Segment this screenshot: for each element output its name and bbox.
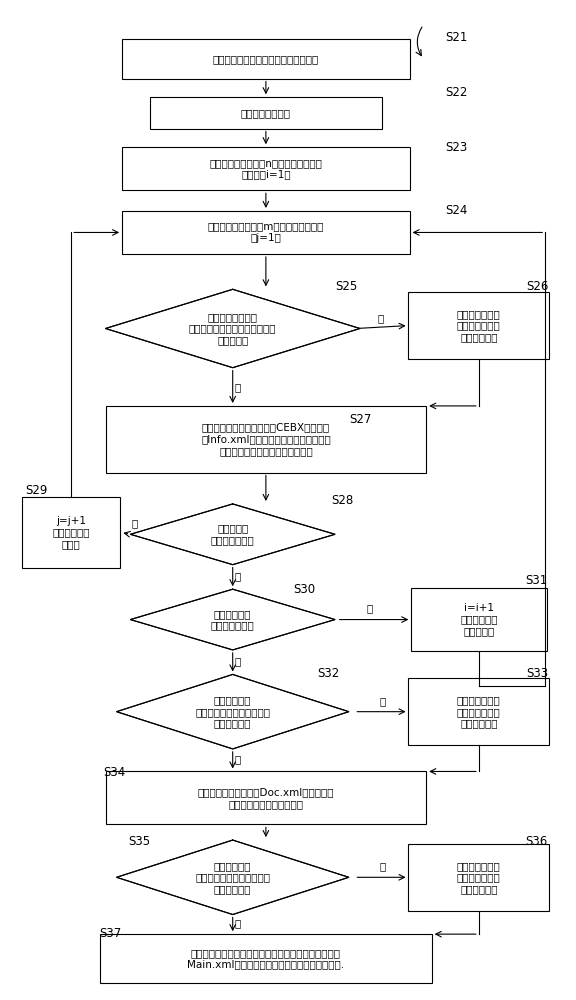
Text: S29: S29 xyxy=(25,484,47,497)
Text: 否: 否 xyxy=(234,656,240,666)
FancyBboxPatch shape xyxy=(22,497,120,568)
FancyBboxPatch shape xyxy=(105,771,426,824)
Polygon shape xyxy=(105,289,360,368)
Text: 判断下一页
下一页是否存在: 判断下一页 下一页是否存在 xyxy=(211,523,255,545)
Text: S34: S34 xyxy=(103,766,125,779)
Text: S28: S28 xyxy=(331,493,354,506)
Text: 拷贝资源到数据
包中，并记录到
资源容器池中: 拷贝资源到数据 包中，并记录到 资源容器池中 xyxy=(457,861,501,894)
Text: S24: S24 xyxy=(445,204,467,217)
Text: S23: S23 xyxy=(445,141,467,154)
Text: 判断当前页用到的
音频、视频等资源是否存在于资
源容器池中: 判断当前页用到的 音频、视频等资源是否存在于资 源容器池中 xyxy=(189,312,276,345)
FancyBboxPatch shape xyxy=(122,147,410,190)
Text: 当前排版文档个数为n个，设置当前排版
文档为第i=1个: 当前排版文档个数为n个，设置当前排版 文档为第i=1个 xyxy=(210,158,323,180)
FancyBboxPatch shape xyxy=(100,934,432,983)
Text: S36: S36 xyxy=(525,835,547,848)
FancyBboxPatch shape xyxy=(408,844,550,911)
Text: 拷贝资源到数据
包中，并记录到
资源容器池中: 拷贝资源到数据 包中，并记录到 资源容器池中 xyxy=(457,695,501,728)
Text: 当前排版文档页数为m页，设置当前页为
第j=1页: 当前排版文档页数为m页，设置当前页为 第j=1页 xyxy=(208,222,324,243)
Polygon shape xyxy=(116,840,349,915)
FancyBboxPatch shape xyxy=(408,678,550,745)
FancyBboxPatch shape xyxy=(122,39,410,79)
Text: 是: 是 xyxy=(131,519,138,529)
FancyBboxPatch shape xyxy=(105,406,426,473)
Text: j=j+1
设置下一页为
当前页: j=j+1 设置下一页为 当前页 xyxy=(52,516,90,549)
Text: 否: 否 xyxy=(234,571,240,581)
Text: S26: S26 xyxy=(526,280,548,293)
Text: 否: 否 xyxy=(380,862,386,872)
Text: S30: S30 xyxy=(294,583,316,596)
Text: 拷贝资源到数据
包中，并记录到
资源容器池中: 拷贝资源到数据 包中，并记录到 资源容器池中 xyxy=(457,309,501,342)
Text: S35: S35 xyxy=(129,835,151,848)
Polygon shape xyxy=(130,504,335,565)
Text: 是: 是 xyxy=(234,382,240,392)
Text: 将当前页输出为数据包中的CEBX格式文件
和Info.xml、各交互组件的配置信息；按
照资源容器池将资源更新资源路径: 将当前页输出为数据包中的CEBX格式文件 和Info.xml、各交互组件的配置信… xyxy=(201,423,331,456)
Text: 否: 否 xyxy=(378,313,384,323)
Text: 设置输出数据包的路径、图片精度下限: 设置输出数据包的路径、图片精度下限 xyxy=(213,54,319,64)
Text: 判断是否存在
下一个排版文档: 判断是否存在 下一个排版文档 xyxy=(211,609,255,630)
Text: 是: 是 xyxy=(367,603,373,613)
FancyBboxPatch shape xyxy=(411,588,547,651)
FancyBboxPatch shape xyxy=(408,292,550,359)
Text: 判断栏目信息
用到的图片资源是否存在于
资源容器池中: 判断栏目信息 用到的图片资源是否存在于 资源容器池中 xyxy=(195,695,270,728)
FancyBboxPatch shape xyxy=(150,97,382,129)
Text: S32: S32 xyxy=(317,667,339,680)
Text: S33: S33 xyxy=(526,667,548,680)
Text: S25: S25 xyxy=(335,280,357,293)
Text: 初始化资源容器池: 初始化资源容器池 xyxy=(241,108,291,118)
Text: 将杂志属性信息、数据包大小、资源大小等写入数据包
Main.xml；按照资源容器池将资源更新资源路径.: 将杂志属性信息、数据包大小、资源大小等写入数据包 Main.xml；按照资源容器… xyxy=(187,948,344,969)
Text: S37: S37 xyxy=(99,927,121,940)
Text: S21: S21 xyxy=(445,31,467,44)
Polygon shape xyxy=(130,589,335,650)
Text: 将栏目信息写入数据包Doc.xml；按照资源
容器池将资源更新资源路径: 将栏目信息写入数据包Doc.xml；按照资源 容器池将资源更新资源路径 xyxy=(198,787,334,809)
Text: S31: S31 xyxy=(525,574,547,587)
Text: 判断杂志属性
用到的图片资源是否存在于
资源容器池中: 判断杂志属性 用到的图片资源是否存在于 资源容器池中 xyxy=(195,861,270,894)
Polygon shape xyxy=(116,674,349,749)
FancyBboxPatch shape xyxy=(122,211,410,254)
Text: 是: 是 xyxy=(234,754,240,764)
Text: 是: 是 xyxy=(234,918,240,928)
Text: 否: 否 xyxy=(380,696,386,706)
Text: S27: S27 xyxy=(349,413,371,426)
Text: i=i+1
设置下一文档
为当前文档: i=i+1 设置下一文档 为当前文档 xyxy=(460,603,498,636)
Text: S22: S22 xyxy=(445,86,467,99)
